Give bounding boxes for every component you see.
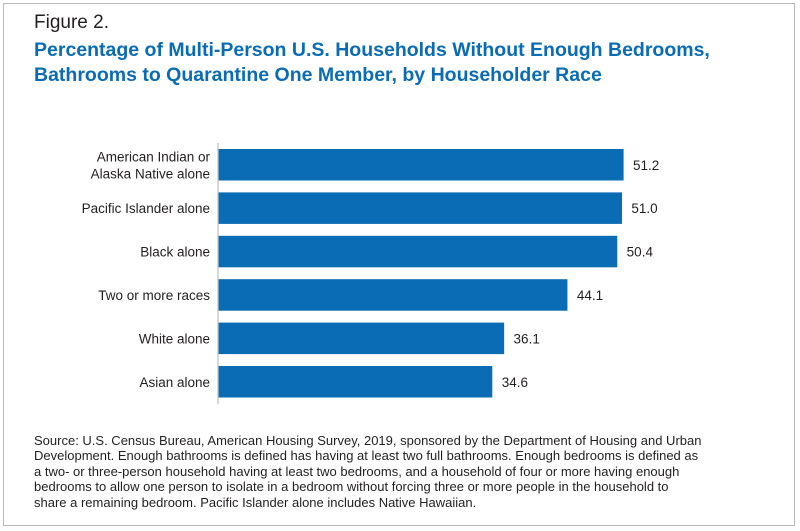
category-label: Pacific Islander alone [82,201,210,216]
category-label: Asian alone [139,375,210,390]
source-note: Source: U.S. Census Bureau, American Hou… [34,433,784,510]
category-label: American Indian or [97,149,211,164]
value-label: 50.4 [627,245,654,260]
source-line-2: Development. Enough bathrooms is defined… [34,448,699,464]
value-label: 44.1 [577,288,603,303]
category-label: Black alone [140,245,210,260]
bar [218,366,493,398]
source-line-3: a two- or three-person household having … [34,463,680,479]
category-label: Two or more races [98,288,210,303]
value-label: 51.2 [633,158,659,173]
chart-title-line-1: Percentage of Multi-Person U.S. Househol… [34,39,710,61]
source-line-4: bedrooms to allow one person to isolate … [34,479,669,495]
bar [218,192,623,224]
source-line-5: share a remaining bedroom. Pacific Islan… [34,494,477,510]
chart-title: Percentage of Multi-Person U.S. Househol… [34,38,784,88]
figure-label: Figure 2. [34,12,109,33]
bar [218,322,505,355]
category-label: White alone [139,331,210,346]
value-label: 36.1 [514,331,540,346]
source-line-1: Source: U.S. Census Bureau, American Hou… [34,433,702,448]
bar-chart: 51.2 American Indian or Alaska Native alon… [82,143,659,405]
value-label: 51.0 [631,201,657,216]
bar [218,235,618,268]
chart-title-line-2: Bathrooms to Quarantine One Member, by H… [34,64,602,86]
category-label: Alaska Native alone [91,166,210,181]
bar [218,149,624,181]
bar [218,279,568,311]
value-label: 34.6 [502,375,528,390]
figure-frame: Figure 2. Percentage of Multi-Person U.S… [3,3,795,526]
